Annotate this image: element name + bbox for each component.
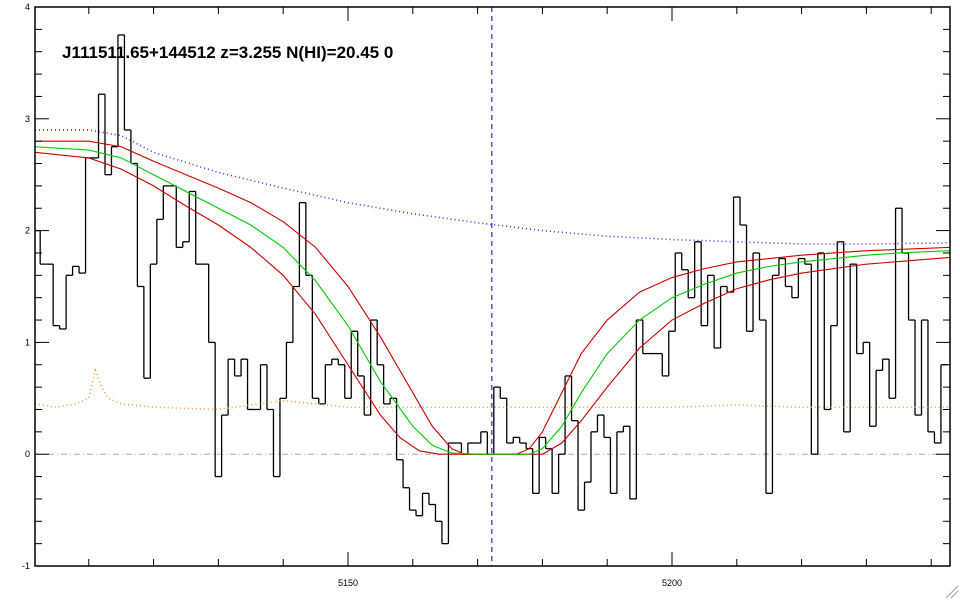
- chart-title: J111511.65+144512 z=3.255 N(HI)=20.45 0: [62, 43, 393, 62]
- resize-grip: [945, 585, 959, 599]
- flux-step-risers: [39, 34, 942, 544]
- model-line: [35, 367, 950, 411]
- model-line: [35, 151, 950, 455]
- model-line: [35, 129, 950, 245]
- x-tick-label: 5200: [662, 578, 682, 588]
- plot-frame: [34, 6, 951, 567]
- axes: 5150 5200 -1 0 1 2 3 4: [22, 2, 950, 588]
- y-tick-label: 0: [25, 449, 30, 459]
- y-tick-label: -1: [22, 561, 30, 571]
- y-tick-label: 2: [25, 226, 30, 236]
- model-line: [35, 146, 950, 455]
- x-tick-label: 5150: [338, 578, 358, 588]
- model-line: [35, 140, 950, 455]
- y-tick-label: 4: [25, 2, 30, 12]
- plot-area: [35, 7, 950, 566]
- y-tick-label: 1: [25, 337, 30, 347]
- y-tick-label: 3: [25, 114, 30, 124]
